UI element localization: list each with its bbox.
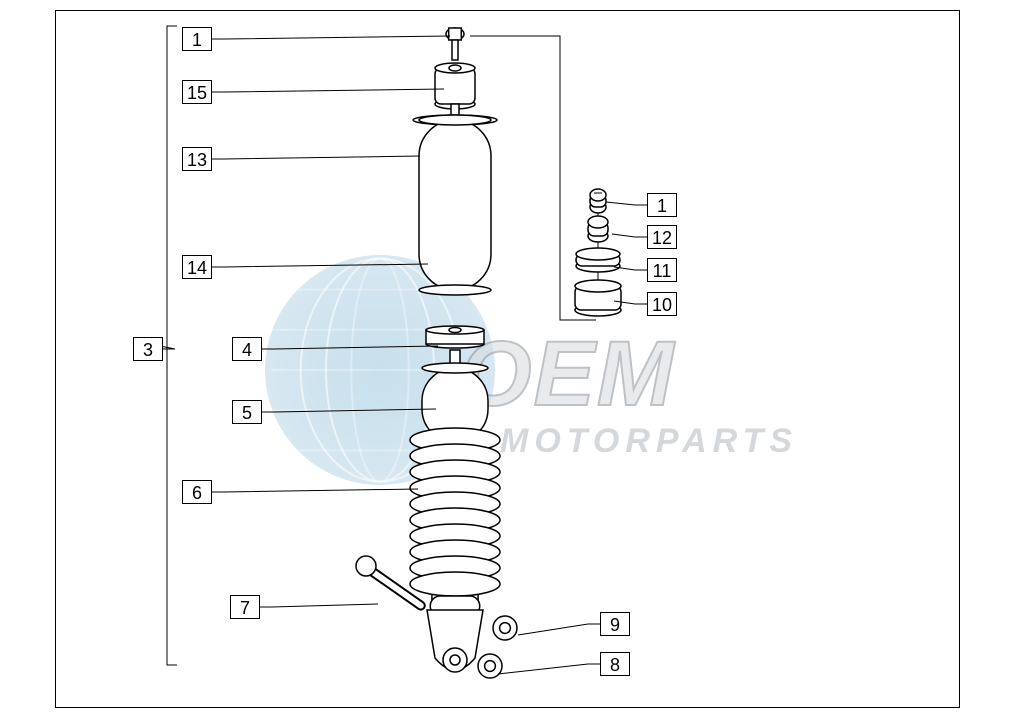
callout-7: 7 [230, 595, 260, 619]
callout-3: 3 [133, 337, 163, 361]
callout-15: 15 [182, 80, 212, 104]
callout-1: 1 [647, 193, 677, 217]
callout-4: 4 [232, 337, 262, 361]
callout-10: 10 [647, 292, 677, 316]
callout-13: 13 [182, 147, 212, 171]
callout-5: 5 [232, 400, 262, 424]
callout-11: 11 [647, 258, 677, 282]
callout-14: 14 [182, 255, 212, 279]
callout-9: 9 [600, 612, 630, 636]
callout-6: 6 [182, 480, 212, 504]
callout-8: 8 [600, 652, 630, 676]
callout-1: 1 [182, 27, 212, 51]
callout-12: 12 [647, 225, 677, 249]
